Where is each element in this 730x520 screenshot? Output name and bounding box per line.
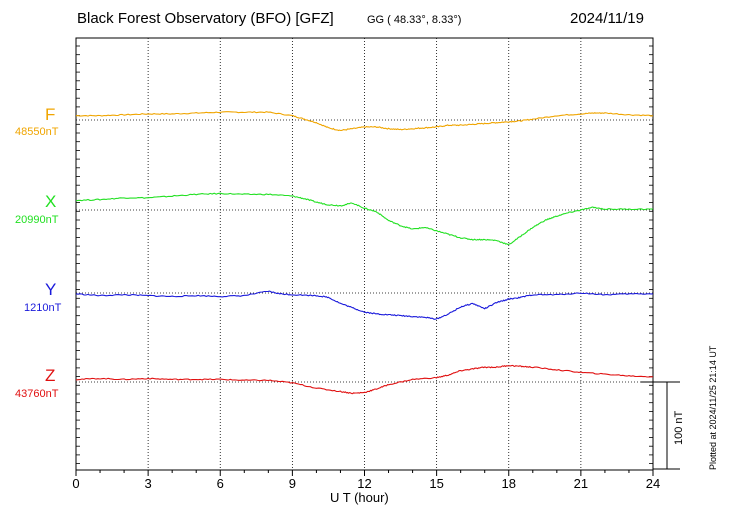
- chart-title: Black Forest Observatory (BFO) [GFZ]: [77, 10, 334, 27]
- series-label-y: Y: [45, 280, 57, 299]
- series-line-f: [75, 111, 654, 132]
- x-tick-label: 6: [217, 476, 224, 491]
- series-baseline-z: 43760nT: [15, 388, 59, 400]
- series-label-x: X: [45, 192, 57, 211]
- x-axis-label: U T (hour): [330, 490, 389, 505]
- x-tick-label: 21: [574, 476, 588, 491]
- x-tick-label: 18: [502, 476, 516, 491]
- chart-date: 2024/11/19: [570, 10, 644, 27]
- x-tick-label: 12: [357, 476, 371, 491]
- series-label-z: Z: [45, 366, 56, 385]
- series-label-f: F: [45, 105, 56, 124]
- x-tick-label: 9: [289, 476, 296, 491]
- plotted-timestamp: Plotted at 2024/11/25 21:14 UT: [708, 345, 718, 470]
- series-line-x: [75, 192, 654, 245]
- x-tick-label: 24: [646, 476, 660, 491]
- series-line-z: [75, 364, 653, 395]
- series-baseline-y: 1210nT: [24, 302, 62, 314]
- station-coordinates: GG ( 48.33°, 8.33°): [367, 14, 462, 26]
- x-tick-label: 3: [145, 476, 152, 491]
- series-baseline-x: 20990nT: [15, 214, 59, 226]
- scale-bar-label: 100 nT: [673, 410, 685, 445]
- series-line-y: [75, 290, 653, 320]
- x-tick-label: 0: [72, 476, 79, 491]
- series-baseline-f: 48550nT: [15, 126, 59, 138]
- x-tick-label: 15: [429, 476, 443, 491]
